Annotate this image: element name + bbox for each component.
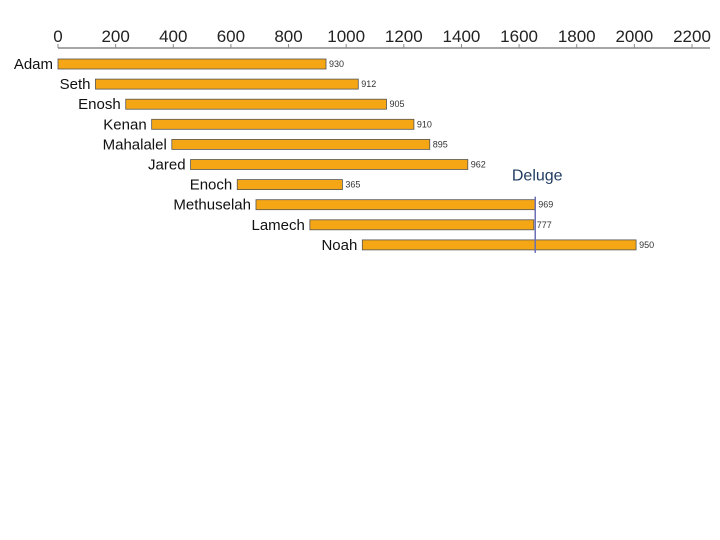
bar-enosh bbox=[125, 98, 387, 110]
deluge-annotation: Deluge bbox=[512, 168, 563, 253]
name-label-enoch: Enoch bbox=[190, 177, 233, 194]
bar-noah bbox=[361, 239, 637, 251]
x-tick-label: 1200 bbox=[385, 27, 423, 46]
x-tick-label: 2200 bbox=[673, 27, 711, 46]
bar-mahalalel bbox=[171, 138, 431, 150]
value-label-mahalalel: 895 bbox=[433, 139, 448, 149]
deluge-label: Deluge bbox=[512, 168, 563, 185]
bar-kenan bbox=[151, 118, 415, 130]
name-label-lamech: Lamech bbox=[251, 217, 304, 234]
x-tick-label: 2000 bbox=[615, 27, 653, 46]
name-label-jared: Jared bbox=[148, 157, 186, 174]
x-tick-label: 600 bbox=[217, 27, 245, 46]
name-label-mahalalel: Mahalalel bbox=[103, 136, 167, 153]
value-label-kenan: 910 bbox=[417, 119, 432, 129]
bars bbox=[57, 58, 637, 251]
value-label-methuselah: 969 bbox=[538, 200, 553, 210]
name-label-seth: Seth bbox=[60, 76, 91, 93]
value-label-lamech: 777 bbox=[537, 220, 552, 230]
x-axis: 0 200 400 600 800 1000 1200 1400 1600 1800 2000 220… bbox=[53, 27, 711, 49]
value-label-jared: 962 bbox=[471, 160, 486, 170]
value-label-seth: 912 bbox=[361, 79, 376, 89]
bar-methuselah bbox=[255, 199, 536, 211]
bar-enoch bbox=[236, 179, 343, 191]
value-label-enosh: 905 bbox=[390, 99, 405, 109]
name-label-methuselah: Methuselah bbox=[173, 197, 251, 214]
value-label-adam: 930 bbox=[329, 59, 344, 69]
name-label-noah: Noah bbox=[321, 237, 357, 254]
x-tick-label: 800 bbox=[274, 27, 302, 46]
x-tick-label: 1000 bbox=[327, 27, 365, 46]
value-label-noah: 950 bbox=[639, 240, 654, 250]
bar-lamech bbox=[309, 219, 535, 231]
x-tick-label: 400 bbox=[159, 27, 187, 46]
x-tick-label: 200 bbox=[101, 27, 129, 46]
x-tick-label: 1600 bbox=[500, 27, 538, 46]
name-label-adam: Adam bbox=[14, 56, 53, 73]
bar-adam bbox=[57, 58, 327, 70]
x-tick-label: 1800 bbox=[558, 27, 596, 46]
x-tick-label: 1400 bbox=[443, 27, 481, 46]
x-tick-label: 0 bbox=[53, 27, 62, 46]
bar-jared bbox=[190, 159, 469, 170]
value-label-enoch: 365 bbox=[345, 180, 360, 190]
name-label-enosh: Enosh bbox=[78, 96, 121, 113]
bar-seth bbox=[95, 78, 359, 90]
name-label-kenan: Kenan bbox=[103, 116, 146, 133]
